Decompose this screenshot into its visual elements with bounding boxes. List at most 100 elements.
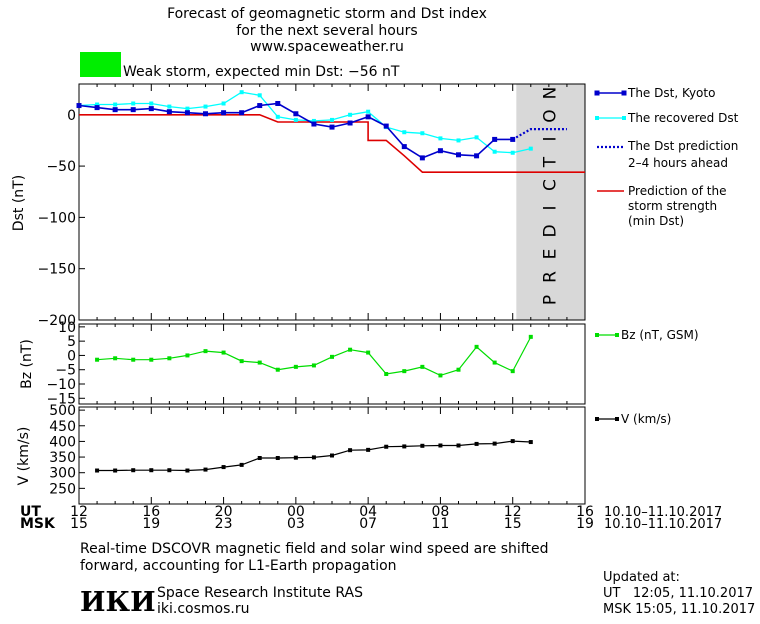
bz-point bbox=[95, 357, 100, 362]
bz-plot-area bbox=[95, 334, 533, 378]
updated-label: Updated at: bbox=[603, 570, 680, 585]
dst-kyoto-point bbox=[76, 103, 82, 109]
x-tick-label-ut: 00 bbox=[287, 504, 305, 520]
bz-point bbox=[348, 347, 353, 352]
bz-point bbox=[384, 372, 389, 376]
dst-kyoto-point bbox=[148, 106, 154, 112]
footer-institute[interactable]: Space Research Institute RAS bbox=[157, 585, 363, 601]
recovered-dst-point bbox=[131, 101, 136, 106]
bz-point bbox=[257, 360, 262, 365]
bz-x-ticks bbox=[78, 324, 586, 404]
bz-point bbox=[149, 357, 154, 362]
v-point bbox=[167, 468, 172, 473]
v-point bbox=[474, 441, 479, 446]
dst-kyoto-point bbox=[311, 121, 317, 127]
v-point bbox=[492, 441, 497, 446]
legend-recovered-marker bbox=[622, 116, 626, 120]
v-x-ticks bbox=[78, 407, 586, 504]
bz-point bbox=[528, 334, 533, 339]
recovered-dst-point bbox=[474, 135, 479, 140]
legend-kyoto-marker bbox=[621, 90, 627, 96]
prediction-letter: T bbox=[541, 156, 561, 168]
v-legend: V (km/s) bbox=[595, 412, 671, 426]
v-point bbox=[311, 455, 316, 460]
y-tick-label: −200 bbox=[38, 313, 76, 329]
y-tick-label: 300 bbox=[49, 466, 76, 482]
legend-kyoto-label: The Dst, Kyoto bbox=[627, 86, 715, 100]
dst-kyoto-point bbox=[419, 155, 425, 161]
bz-point bbox=[131, 357, 136, 362]
bz-point bbox=[366, 350, 371, 355]
v-point bbox=[348, 448, 353, 453]
footer-note-line1: Real-time DSCOVR magnetic field and sola… bbox=[80, 541, 549, 557]
recovered-dst-point bbox=[402, 130, 407, 135]
y-tick-label: −50 bbox=[46, 159, 76, 175]
legend-v-symbol bbox=[595, 417, 619, 421]
dst-kyoto-point bbox=[112, 107, 118, 113]
legend-v-marker bbox=[615, 417, 619, 421]
bz-line bbox=[97, 336, 532, 377]
recovered-dst-point bbox=[185, 106, 190, 111]
legend-bz-marker bbox=[615, 333, 619, 337]
v-point bbox=[528, 440, 533, 445]
v-point bbox=[420, 443, 425, 448]
v-axis-label: V (km/s) bbox=[16, 427, 32, 486]
dst-kyoto-point bbox=[347, 120, 353, 126]
footer-website-link[interactable]: iki.cosmos.ru bbox=[157, 601, 249, 617]
y-tick-label: 0 bbox=[67, 108, 76, 124]
prediction-letter: C bbox=[541, 179, 561, 191]
updated-msk: MSK 15:05, 11.10.2017 bbox=[603, 602, 755, 617]
y-tick-label: 250 bbox=[49, 481, 76, 497]
legend-recovered-marker bbox=[595, 116, 599, 120]
y-tick-label: 500 bbox=[49, 403, 76, 419]
recovered-dst-point bbox=[438, 136, 443, 141]
legend-prediction-label-2: 2–4 hours ahead bbox=[628, 156, 728, 170]
y-tick-label: 400 bbox=[49, 434, 76, 450]
recovered-dst-point bbox=[528, 146, 533, 151]
dst-kyoto-point bbox=[365, 114, 371, 120]
dst-legend: The Dst, Kyoto The recovered Dst The Dst… bbox=[594, 86, 739, 228]
x-tick-label-msk: 15 bbox=[504, 516, 522, 532]
x-tick-label-ut: 20 bbox=[215, 504, 233, 520]
bz-point bbox=[311, 363, 316, 368]
recovered-dst-point bbox=[149, 101, 154, 106]
x-axis-ut-label: UT bbox=[20, 504, 41, 520]
prediction-letter: O bbox=[541, 109, 561, 122]
dst-kyoto-point bbox=[166, 109, 172, 115]
v-point bbox=[203, 467, 208, 472]
prediction-letter: P bbox=[541, 295, 561, 305]
bz-point bbox=[420, 364, 425, 369]
legend-bz-label: Bz (nT, GSM) bbox=[621, 328, 699, 342]
y-tick-label: −100 bbox=[38, 210, 76, 226]
v-point bbox=[221, 465, 226, 470]
v-point bbox=[95, 468, 100, 473]
v-point bbox=[510, 439, 515, 444]
bz-legend: Bz (nT, GSM) bbox=[595, 328, 699, 342]
recovered-dst-point bbox=[293, 117, 298, 122]
x-tick-label-ut: 12 bbox=[70, 504, 88, 520]
chart-title-line2: for the next several hours bbox=[236, 23, 417, 39]
dst-kyoto-point bbox=[239, 110, 245, 116]
legend-prediction-label-1: The Dst prediction bbox=[627, 139, 738, 153]
v-point bbox=[456, 443, 461, 448]
bz-point bbox=[402, 369, 407, 374]
v-point bbox=[275, 456, 280, 461]
x-tick-label-ut: 08 bbox=[432, 504, 450, 520]
x-tick-label-msk: 07 bbox=[359, 516, 377, 532]
footer-note-line2: forward, accounting for L1-Earth propaga… bbox=[80, 558, 397, 574]
legend-v-marker bbox=[595, 417, 599, 421]
bz-point bbox=[492, 360, 497, 365]
legend-bz-marker bbox=[595, 333, 599, 337]
dst-panel: P RE D I CT I ON 0 −50 −100 −150 −200 Dst (nT) bbox=[11, 83, 586, 329]
x-tick-label-msk: 19 bbox=[576, 516, 594, 532]
x-tick-label-ut: 16 bbox=[576, 504, 594, 520]
storm-level-swatch bbox=[80, 52, 121, 77]
legend-v-label: V (km/s) bbox=[621, 412, 671, 426]
v-point bbox=[384, 444, 389, 449]
x-tick-label-msk: 15 bbox=[70, 516, 88, 532]
dst-kyoto-point bbox=[474, 153, 480, 159]
recovered-dst-point bbox=[311, 118, 316, 123]
bz-point bbox=[113, 356, 118, 361]
